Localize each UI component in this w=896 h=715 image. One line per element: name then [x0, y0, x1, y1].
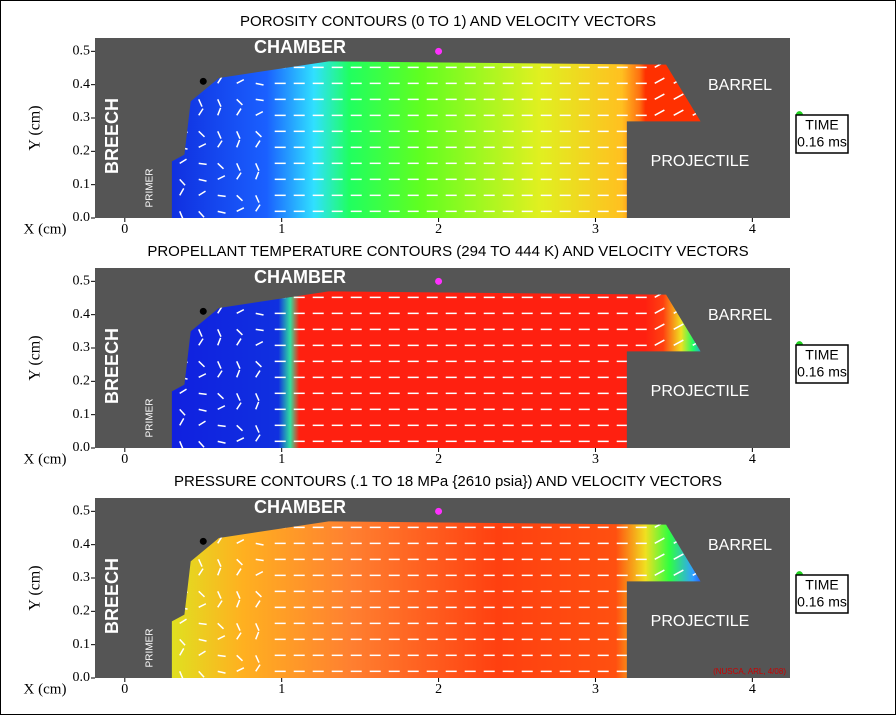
velocity-vector — [218, 425, 226, 426]
region-label: BREECH — [102, 98, 122, 174]
y-tick-label: 0.5 — [73, 274, 91, 289]
x-tick-label: 2 — [435, 222, 442, 237]
velocity-vector — [199, 393, 207, 394]
x-tick-label: 4 — [749, 682, 756, 697]
figure: POROSITY CONTOURS (0 TO 1) AND VELOCITY … — [0, 0, 896, 715]
x-tick-label: 2 — [435, 452, 442, 467]
y-tick-label: 0.4 — [73, 537, 91, 552]
contour-field — [172, 61, 701, 218]
panel: PRESSURE CONTOURS (.1 TO 18 MPa {2610 ps… — [24, 473, 848, 697]
gauge-marker — [435, 48, 442, 55]
velocity-vector — [199, 623, 207, 624]
y-axis-label: Y (cm) — [27, 105, 44, 150]
velocity-vector — [218, 655, 226, 656]
panel-title: POROSITY CONTOURS (0 TO 1) AND VELOCITY … — [240, 13, 656, 30]
x-tick-label: 3 — [592, 222, 599, 237]
y-tick-label: 0.3 — [73, 570, 91, 585]
gauge-marker — [200, 308, 207, 315]
time-value: 0.16 ms — [797, 364, 847, 380]
contour-field — [172, 521, 701, 678]
panel: PROPELLANT TEMPERATURE CONTOURS (294 TO … — [24, 243, 848, 467]
region-label: BREECH — [102, 328, 122, 404]
y-tick-label: 0.0 — [73, 670, 91, 685]
time-value: 0.16 ms — [797, 134, 847, 150]
time-value: 0.16 ms — [797, 594, 847, 610]
region-label: BARREL — [708, 307, 772, 324]
time-label: TIME — [805, 347, 838, 363]
x-tick-label: 1 — [278, 452, 285, 467]
x-tick-label: 2 — [435, 682, 442, 697]
velocity-vector — [199, 163, 207, 164]
y-tick-label: 0.3 — [73, 340, 91, 355]
region-label: BREECH — [102, 558, 122, 634]
contour-field — [172, 291, 701, 448]
y-axis-label: Y (cm) — [27, 565, 44, 610]
region-label: CHAMBER — [254, 497, 346, 517]
x-tick-label: 0 — [121, 452, 128, 467]
region-label: PRIMER — [145, 399, 156, 438]
credit: (NUSCA, ARL, 4/08) — [713, 667, 786, 676]
region-label: CHAMBER — [254, 37, 346, 57]
time-label: TIME — [805, 577, 838, 593]
y-tick-label: 0.2 — [73, 144, 91, 159]
y-tick-label: 0.5 — [73, 44, 91, 59]
gauge-marker — [435, 508, 442, 515]
region-label: PROJECTILE — [651, 613, 750, 630]
region-label: CHAMBER — [254, 267, 346, 287]
x-tick-label: 1 — [278, 682, 285, 697]
y-tick-label: 0.1 — [73, 407, 91, 422]
x-tick-label: 4 — [749, 452, 756, 467]
x-tick-label: 3 — [592, 682, 599, 697]
region-label: PROJECTILE — [651, 153, 750, 170]
region-label: PRIMER — [145, 629, 156, 668]
region-label: PROJECTILE — [651, 383, 750, 400]
panel: POROSITY CONTOURS (0 TO 1) AND VELOCITY … — [24, 13, 848, 237]
x-tick-label: 4 — [749, 222, 756, 237]
x-axis-label: X (cm) — [24, 221, 67, 237]
y-axis-label: Y (cm) — [27, 335, 44, 380]
panel-title: PROPELLANT TEMPERATURE CONTOURS (294 TO … — [147, 243, 748, 260]
x-tick-label: 0 — [121, 682, 128, 697]
region-label: BARREL — [708, 537, 772, 554]
time-label: TIME — [805, 117, 838, 133]
y-tick-label: 0.0 — [73, 440, 91, 455]
region-label: BARREL — [708, 77, 772, 94]
y-tick-label: 0.1 — [73, 177, 91, 192]
y-tick-label: 0.1 — [73, 637, 91, 652]
y-tick-label: 0.4 — [73, 307, 91, 322]
y-tick-label: 0.0 — [73, 210, 91, 225]
y-tick-label: 0.5 — [73, 504, 91, 519]
gauge-marker — [200, 78, 207, 85]
panel-title: PRESSURE CONTOURS (.1 TO 18 MPa {2610 ps… — [174, 473, 722, 490]
y-tick-label: 0.3 — [73, 110, 91, 125]
gauge-marker — [435, 278, 442, 285]
region-label: PRIMER — [145, 169, 156, 208]
velocity-vector — [218, 195, 226, 196]
y-tick-label: 0.4 — [73, 77, 91, 92]
x-axis-label: X (cm) — [24, 451, 67, 467]
y-tick-label: 0.2 — [73, 604, 91, 619]
x-tick-label: 1 — [278, 222, 285, 237]
y-tick-label: 0.2 — [73, 374, 91, 389]
x-tick-label: 0 — [121, 222, 128, 237]
x-tick-label: 3 — [592, 452, 599, 467]
x-axis-label: X (cm) — [24, 681, 67, 697]
gauge-marker — [200, 538, 207, 545]
